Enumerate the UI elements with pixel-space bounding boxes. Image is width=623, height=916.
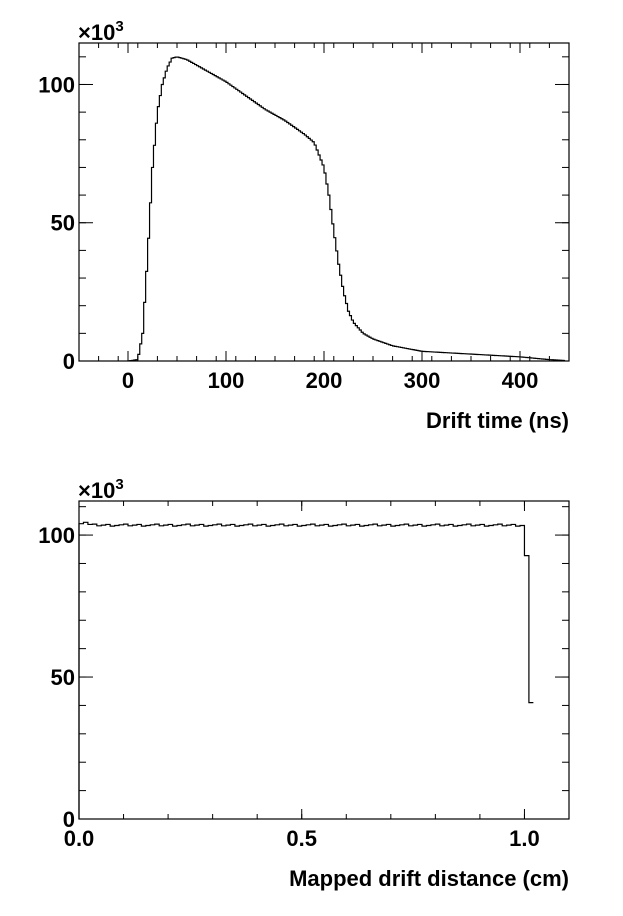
histogram-line — [127, 56, 566, 362]
y-tick-label: 50 — [51, 211, 75, 236]
y-tick-label: 0 — [63, 349, 75, 374]
drift-time-panel: ×103 Drift time (ns) 0 100 200 300 400 0 50 100 — [38, 18, 570, 433]
drift-distance-panel: ×103 Mapped drift distance (cm) 0.0 0.5 1.… — [38, 476, 570, 891]
x-tick-label: 1.0 — [509, 826, 540, 851]
y-multiplier-label: ×103 — [78, 18, 124, 45]
x-tick-label: 0.5 — [286, 826, 317, 851]
x-axis-title: Mapped drift distance (cm) — [289, 866, 569, 891]
y-tick-label: 50 — [51, 665, 75, 690]
y-tick-label: 0 — [63, 807, 75, 832]
x-tick-label: 300 — [404, 368, 441, 393]
tick-group — [78, 501, 570, 820]
tick-group — [78, 43, 570, 362]
x-tick-label: 0 — [122, 368, 134, 393]
x-tick-label: 400 — [502, 368, 539, 393]
x-tick-label: 100 — [208, 368, 245, 393]
plot-frame — [78, 500, 570, 820]
x-tick-label: 200 — [306, 368, 343, 393]
x-tick-label: 0.0 — [64, 826, 95, 851]
histogram-line — [78, 521, 534, 819]
plot-frame — [78, 42, 570, 362]
y-tick-label: 100 — [38, 523, 75, 548]
y-tick-label: 100 — [38, 72, 75, 97]
y-multiplier-label: ×103 — [78, 476, 124, 503]
x-axis-title: Drift time (ns) — [426, 408, 569, 433]
